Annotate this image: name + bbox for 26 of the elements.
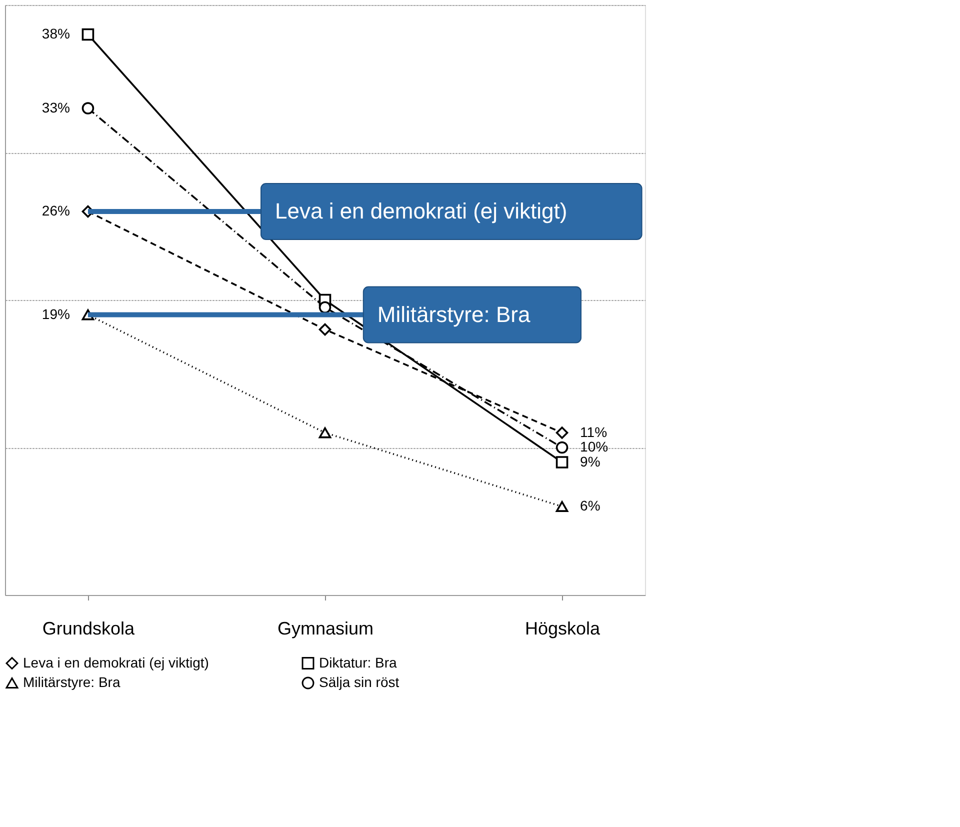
data-label: 38% — [42, 26, 70, 42]
data-label: 11% — [580, 424, 608, 440]
data-label: 26% — [42, 202, 70, 218]
point — [556, 501, 568, 512]
x-tick-label: Grundskola — [42, 618, 136, 638]
legend-label: Sälja sin röst — [319, 674, 400, 690]
point — [82, 102, 94, 114]
data-label: 10% — [580, 438, 608, 454]
x-tick-label: Högskola — [525, 618, 602, 638]
point — [556, 426, 568, 439]
data-label: 19% — [42, 306, 70, 322]
annotation: Militärstyre: Bra — [377, 302, 531, 327]
legend-label: Diktatur: Bra — [319, 654, 398, 670]
point — [318, 427, 332, 438]
legend-label: Leva i en demokrati (ej viktigt) — [23, 654, 209, 670]
data-label: 9% — [580, 453, 600, 470]
point — [82, 28, 94, 41]
data-label: 6% — [580, 498, 600, 514]
point — [556, 441, 568, 454]
point — [318, 323, 332, 336]
x-tick-label: Gymnasium — [277, 618, 374, 638]
data-label: 33% — [42, 99, 70, 116]
legend-label: Militärstyre: Bra — [23, 674, 120, 690]
annotation: Leva i en demokrati (ej viktigt) — [275, 198, 568, 224]
point — [318, 301, 332, 314]
point — [556, 456, 568, 468]
